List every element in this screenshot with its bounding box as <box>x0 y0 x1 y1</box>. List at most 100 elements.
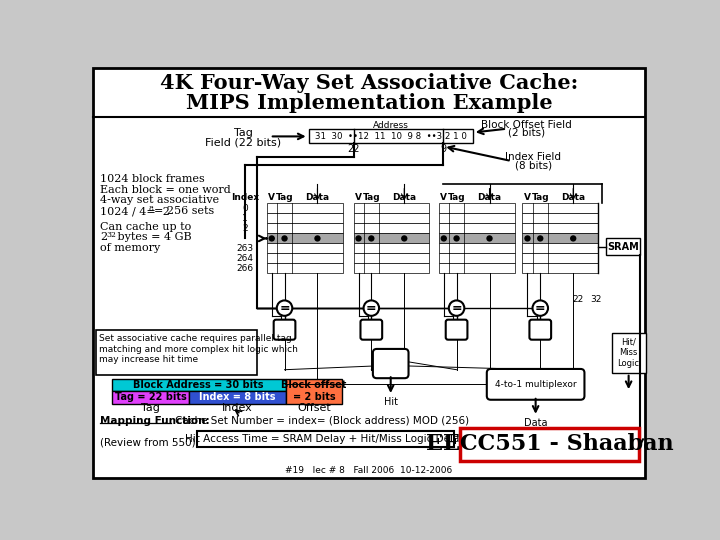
Text: Index: Index <box>231 193 259 202</box>
Bar <box>96 330 258 375</box>
Text: Tag: Tag <box>531 193 549 202</box>
Text: Can cache up to: Can cache up to <box>100 221 192 232</box>
Text: bytes = 4 GB: bytes = 4 GB <box>114 232 192 242</box>
Text: V: V <box>355 193 362 202</box>
Text: 22: 22 <box>572 295 584 304</box>
Bar <box>523 244 598 253</box>
Text: Hit Access Time = SRAM Delay + Hit/Miss Logic Delay: Hit Access Time = SRAM Delay + Hit/Miss … <box>185 434 466 444</box>
Text: Offset: Offset <box>297 403 331 413</box>
Text: 22: 22 <box>347 144 360 154</box>
Bar <box>611 333 646 373</box>
Bar <box>354 244 429 253</box>
Bar <box>438 253 515 264</box>
Circle shape <box>525 236 530 241</box>
Text: Index = 8 bits: Index = 8 bits <box>199 393 276 402</box>
Bar <box>197 430 454 448</box>
Text: Block Address = 30 bits: Block Address = 30 bits <box>133 380 264 390</box>
Text: V: V <box>441 193 447 202</box>
Bar <box>286 379 342 403</box>
Text: Field (22 bits): Field (22 bits) <box>205 138 282 147</box>
Text: Data: Data <box>561 193 585 202</box>
Text: Data: Data <box>305 193 330 202</box>
Circle shape <box>369 236 374 241</box>
Bar <box>112 379 286 392</box>
Circle shape <box>282 236 287 241</box>
Text: 1024 block frames: 1024 block frames <box>100 174 204 184</box>
Bar <box>354 264 429 273</box>
Text: Index: Index <box>222 403 253 413</box>
Bar <box>438 264 515 273</box>
Circle shape <box>356 236 361 241</box>
Circle shape <box>269 236 274 241</box>
Text: 32: 32 <box>590 295 602 304</box>
Text: Tag: Tag <box>141 403 160 413</box>
Text: 263: 263 <box>236 244 253 253</box>
Text: Mapping Function:: Mapping Function: <box>100 416 210 426</box>
Bar <box>189 392 286 403</box>
Text: 32: 32 <box>107 231 116 239</box>
Circle shape <box>402 236 407 241</box>
Bar <box>438 204 515 213</box>
Text: Tag: Tag <box>448 193 465 202</box>
Bar <box>354 233 429 244</box>
Text: 0: 0 <box>242 204 248 213</box>
Circle shape <box>364 300 379 316</box>
Text: Block offset
= 2 bits: Block offset = 2 bits <box>282 381 346 402</box>
Bar <box>438 244 515 253</box>
Text: (8 bits): (8 bits) <box>515 161 552 171</box>
Bar <box>438 213 515 224</box>
Bar <box>266 224 343 233</box>
Bar <box>438 233 515 244</box>
Text: Each block = one word: Each block = one word <box>100 185 231 194</box>
FancyBboxPatch shape <box>373 349 408 378</box>
Text: Hit/
Miss
Logic: Hit/ Miss Logic <box>618 338 639 368</box>
Bar <box>354 213 429 224</box>
Text: =: = <box>279 302 290 315</box>
Text: Tag: Tag <box>362 193 380 202</box>
Bar <box>523 233 598 244</box>
Text: =: = <box>535 302 546 315</box>
Bar <box>354 253 429 264</box>
Text: 31  30  ••12  11  10  9 8  ••3 2 1 0: 31 30 ••12 11 10 9 8 ••3 2 1 0 <box>315 132 467 141</box>
Circle shape <box>454 236 459 241</box>
Bar <box>523 253 598 264</box>
Bar <box>461 428 639 461</box>
Text: Tag: Tag <box>234 129 253 138</box>
Text: Data: Data <box>524 418 547 428</box>
Bar <box>523 264 598 273</box>
Circle shape <box>533 300 548 316</box>
Bar <box>266 213 343 224</box>
Text: Tag: Tag <box>276 193 293 202</box>
Circle shape <box>571 236 576 241</box>
Bar <box>266 253 343 264</box>
Text: 1024 / 4=  2: 1024 / 4= 2 <box>100 206 170 216</box>
Bar <box>438 224 515 233</box>
Text: 1: 1 <box>242 214 248 223</box>
Text: 264: 264 <box>236 254 253 263</box>
Bar <box>266 204 343 213</box>
Text: Address: Address <box>373 121 409 130</box>
Circle shape <box>538 236 543 241</box>
Circle shape <box>441 236 446 241</box>
Bar <box>266 264 343 273</box>
Bar <box>523 224 598 233</box>
Text: 4-way set associative: 4-way set associative <box>100 195 219 205</box>
FancyBboxPatch shape <box>529 320 551 340</box>
Text: of memory: of memory <box>100 243 161 253</box>
Text: 2: 2 <box>242 224 248 233</box>
FancyBboxPatch shape <box>446 320 467 340</box>
FancyBboxPatch shape <box>274 320 295 340</box>
Text: = 256 sets: = 256 sets <box>154 206 215 216</box>
Bar <box>309 130 473 143</box>
Text: V: V <box>269 193 275 202</box>
Text: Cache Set Number = index= (Block address) MOD (256): Cache Set Number = index= (Block address… <box>175 416 469 426</box>
Circle shape <box>276 300 292 316</box>
Text: MIPS Implementation Example: MIPS Implementation Example <box>186 93 552 113</box>
Bar <box>523 213 598 224</box>
Bar <box>266 244 343 253</box>
Text: 8: 8 <box>148 205 153 213</box>
Text: Data: Data <box>392 193 416 202</box>
Text: Set associative cache requires parallel tag
matching and more complex hit logic : Set associative cache requires parallel … <box>99 334 298 364</box>
Text: Index Field: Index Field <box>505 152 562 162</box>
Bar <box>523 204 598 213</box>
